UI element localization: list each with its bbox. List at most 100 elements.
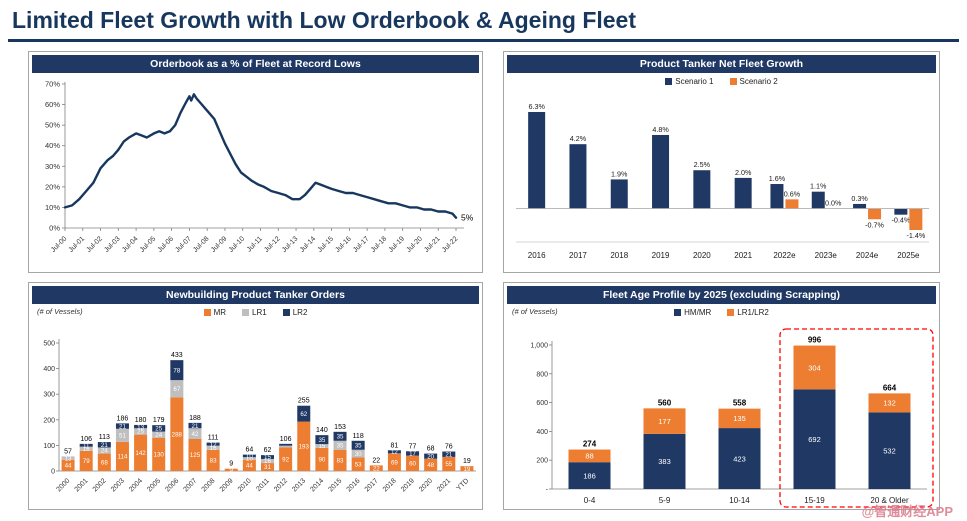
svg-text:50%: 50% <box>45 121 60 130</box>
panel-title-fleet-age: Fleet Age Profile by 2025 (excluding Scr… <box>507 286 936 304</box>
svg-text:48: 48 <box>427 462 434 469</box>
svg-text:92: 92 <box>282 456 289 463</box>
svg-text:106: 106 <box>280 436 292 443</box>
svg-text:2.0%: 2.0% <box>735 168 752 177</box>
svg-text:35: 35 <box>355 442 362 449</box>
svg-text:-0.7%: -0.7% <box>865 220 884 229</box>
panel-fleet-age: Fleet Age Profile by 2025 (excluding Scr… <box>503 282 940 510</box>
legend-label: Scenario 2 <box>739 76 778 86</box>
legend-label: HM/MR <box>684 307 712 317</box>
svg-text:0.0%: 0.0% <box>825 199 842 208</box>
svg-text:130: 130 <box>154 452 165 459</box>
svg-text:16: 16 <box>210 445 217 452</box>
svg-text:15-19: 15-19 <box>804 496 825 505</box>
svg-text:78: 78 <box>173 367 180 374</box>
svg-text:0.3%: 0.3% <box>851 194 868 203</box>
orderbook-line-chart: 0%10%20%30%40%50%60%70%Jul-00 Jul-01 Jul-0… <box>45 80 474 254</box>
svg-text:10-14: 10-14 <box>729 496 750 505</box>
svg-text:2018: 2018 <box>610 251 628 260</box>
svg-text:15: 15 <box>264 454 271 461</box>
legend-chip-lr1 <box>242 308 250 316</box>
svg-text:35: 35 <box>337 442 344 449</box>
svg-text:16: 16 <box>264 458 271 465</box>
svg-text:10: 10 <box>246 456 253 463</box>
svg-text:558: 558 <box>733 399 747 408</box>
fleet-age-chart: - 200 400 600 800 1,000 186 88 274 0-4 383 177 560 5-… <box>530 328 934 508</box>
svg-text:114: 114 <box>118 454 128 461</box>
legend-item: HM/MR <box>674 308 711 317</box>
legend-item: Scenario 2 <box>729 76 778 86</box>
svg-text:2004: 2004 <box>128 477 144 493</box>
svg-text:186: 186 <box>117 415 129 422</box>
svg-text:2021: 2021 <box>734 251 752 260</box>
svg-text:42: 42 <box>192 431 199 438</box>
svg-text:Jul-13: Jul-13 <box>281 235 300 254</box>
svg-text:68: 68 <box>427 446 435 453</box>
svg-text:2009: 2009 <box>219 477 235 493</box>
svg-text:5-9: 5-9 <box>659 496 671 505</box>
legend-chip-scenario-1 <box>665 77 673 85</box>
legend-label: MR <box>213 307 227 317</box>
svg-text:Jul-09: Jul-09 <box>210 235 229 254</box>
slide-header: Limited Fleet Growth with Low Orderbook … <box>8 0 959 42</box>
svg-text:15: 15 <box>318 443 325 450</box>
svg-text:188: 188 <box>189 415 201 422</box>
svg-text:1.1%: 1.1% <box>810 182 827 191</box>
svg-text:62: 62 <box>300 411 307 418</box>
svg-text:20%: 20% <box>45 182 60 191</box>
svg-text:383: 383 <box>658 457 671 466</box>
svg-text:-0.4%: -0.4% <box>891 216 910 225</box>
svg-text:532: 532 <box>883 446 896 455</box>
svg-text:135: 135 <box>733 414 746 423</box>
svg-text:2010: 2010 <box>237 477 253 493</box>
svg-text:560: 560 <box>658 398 672 407</box>
svg-text:400: 400 <box>536 429 548 436</box>
svg-text:996: 996 <box>808 336 822 345</box>
svg-text:10%: 10% <box>45 203 60 212</box>
svg-text:88: 88 <box>585 452 593 461</box>
svg-text:193: 193 <box>299 443 310 450</box>
svg-text:35: 35 <box>337 434 344 441</box>
axis-note-vessels-2: (# of Vessels) <box>512 307 558 316</box>
svg-text:25: 25 <box>155 426 162 433</box>
svg-text:30%: 30% <box>45 162 60 171</box>
watermark: @智通财经APP <box>861 504 953 519</box>
svg-text:76: 76 <box>445 444 453 451</box>
panel-net-fleet-growth: Product Tanker Net Fleet Growth Scenario… <box>503 51 940 273</box>
svg-text:Jul-08: Jul-08 <box>192 235 211 254</box>
svg-text:186: 186 <box>583 471 596 480</box>
legend-item: MR <box>203 307 227 317</box>
legend-chip-hm-mr <box>674 308 682 316</box>
svg-text:288: 288 <box>172 431 183 438</box>
svg-text:111: 111 <box>208 435 219 442</box>
legend-item: Scenario 1 <box>665 77 714 86</box>
svg-text:140: 140 <box>316 427 328 434</box>
panel-orderbook: Orderbook as a % of Fleet at Record Lows… <box>28 51 483 273</box>
svg-text:6.3%: 6.3% <box>528 102 545 111</box>
panel-title-newbuilding-orders: Newbuilding Product Tanker Orders <box>32 286 479 304</box>
legend-label: LR1/LR2 <box>737 307 769 317</box>
svg-text:2016: 2016 <box>528 251 546 260</box>
svg-text:2024e: 2024e <box>856 251 879 260</box>
svg-text:Jul-02: Jul-02 <box>86 235 105 254</box>
svg-text:21: 21 <box>101 442 108 449</box>
svg-text:24: 24 <box>155 432 162 439</box>
svg-text:10: 10 <box>246 453 253 460</box>
svg-text:118: 118 <box>353 433 364 440</box>
svg-text:2007: 2007 <box>182 477 198 493</box>
svg-text:125: 125 <box>190 452 201 459</box>
svg-text:79: 79 <box>83 458 90 465</box>
svg-text:113: 113 <box>99 434 110 441</box>
svg-text:Jul-03: Jul-03 <box>103 235 122 254</box>
svg-text:53: 53 <box>355 461 362 468</box>
legend-chip-lr2 <box>282 308 290 316</box>
svg-text:Jul-20: Jul-20 <box>405 235 424 254</box>
svg-text:67: 67 <box>173 386 180 393</box>
axis-note-vessels: (# of Vessels) <box>37 307 83 316</box>
svg-text:2015: 2015 <box>327 477 343 493</box>
svg-text:2003: 2003 <box>110 477 126 493</box>
svg-text:Jul-00: Jul-00 <box>50 235 69 254</box>
svg-text:Jul-10: Jul-10 <box>228 235 247 254</box>
svg-text:2020: 2020 <box>418 477 434 493</box>
